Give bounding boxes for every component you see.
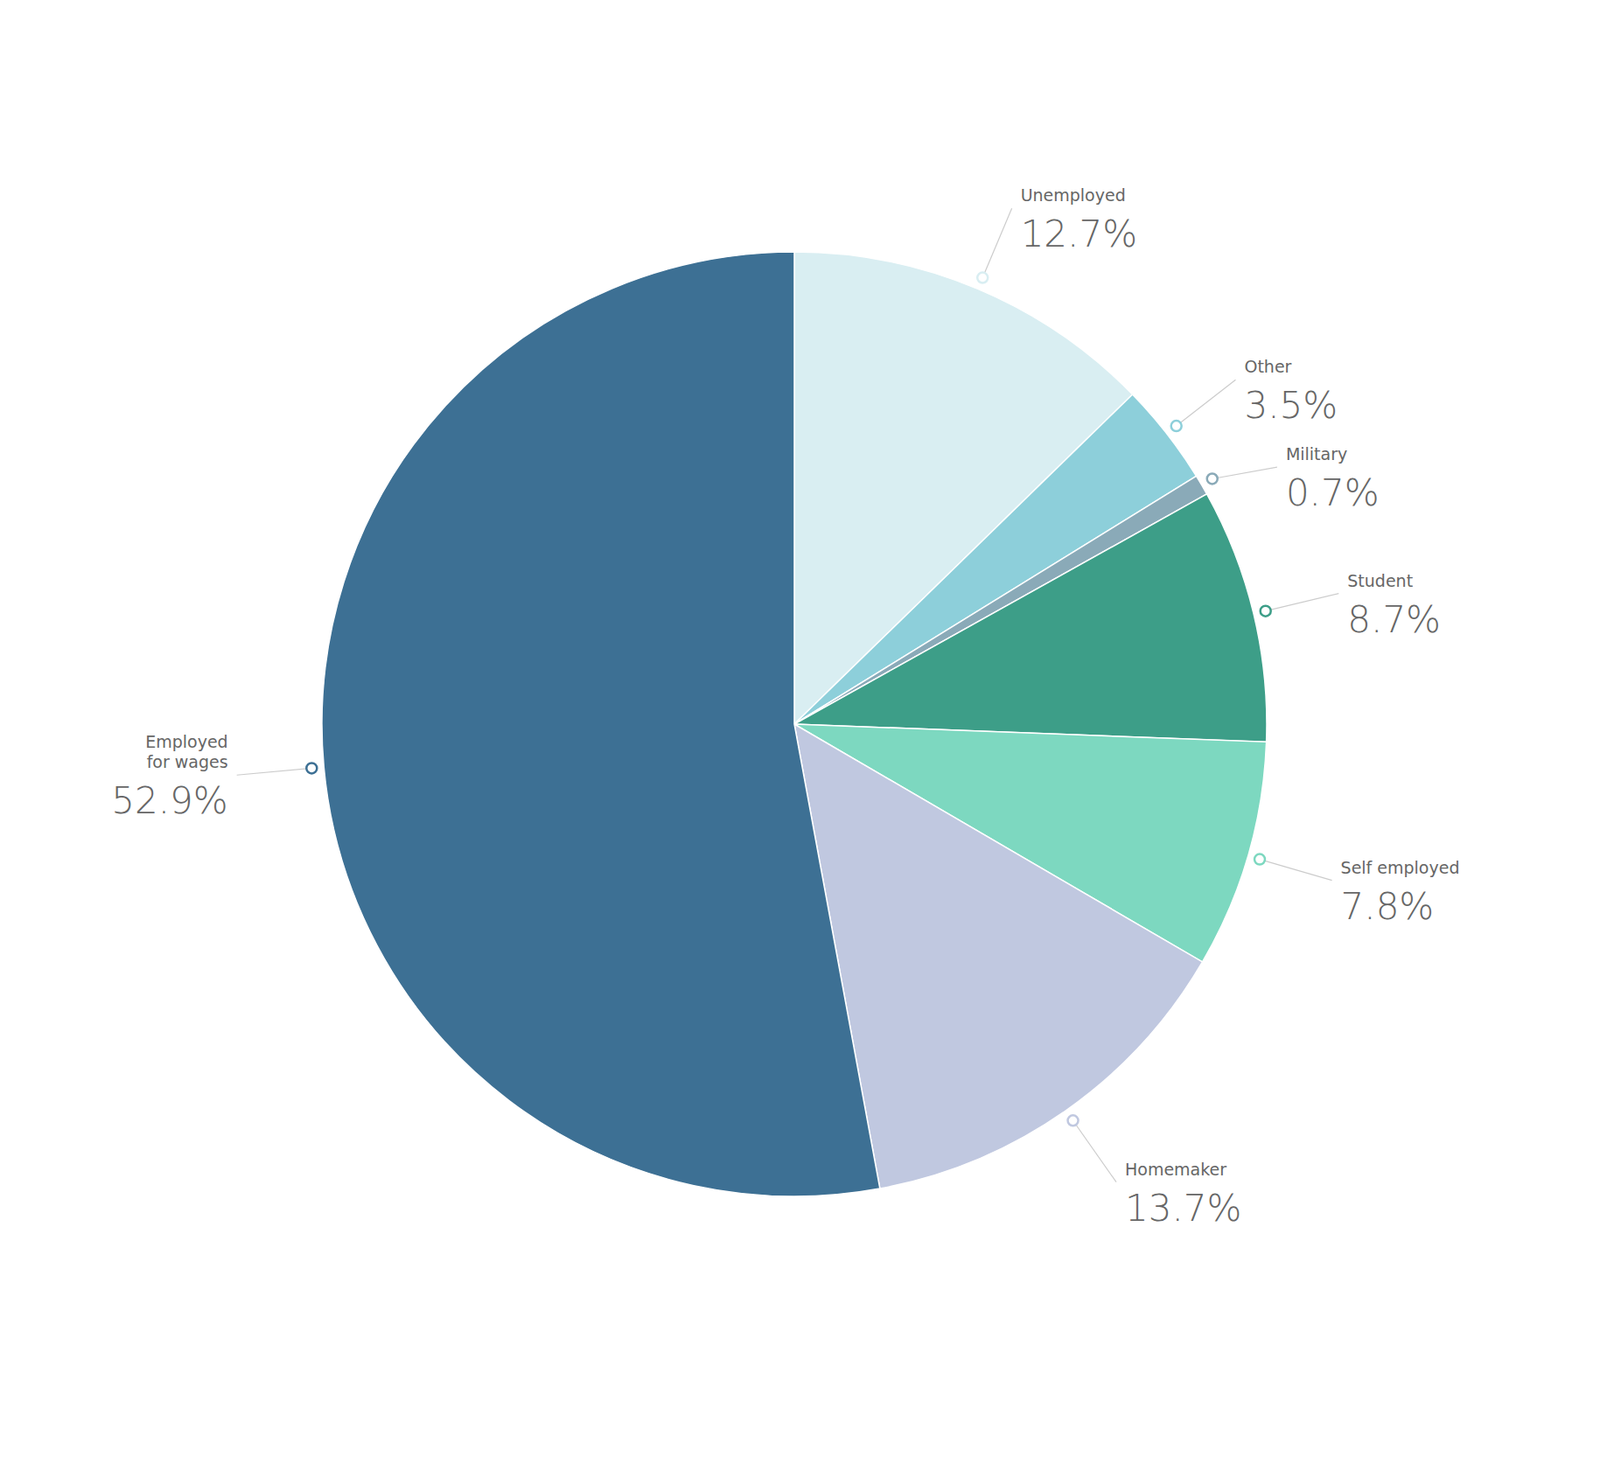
svg-text:8.7%: 8.7% [1347,598,1441,642]
svg-text:52.9%: 52.9% [111,779,228,823]
svg-text:Self employed: Self employed [1341,858,1461,878]
svg-text:3.5%: 3.5% [1243,384,1338,427]
svg-text:0.7%: 0.7% [1285,471,1380,515]
svg-text:Student: Student [1347,571,1413,591]
svg-text:Unemployed: Unemployed [1020,185,1126,205]
svg-text:12.7%: 12.7% [1020,212,1138,256]
svg-text:Military: Military [1285,444,1348,464]
svg-text:13.7%: 13.7% [1124,1187,1242,1230]
svg-text:Employedfor wages: Employedfor wages [145,732,228,772]
svg-text:Other: Other [1243,356,1292,377]
svg-text:7.8%: 7.8% [1341,885,1435,929]
svg-text:Homemaker: Homemaker [1124,1159,1227,1180]
